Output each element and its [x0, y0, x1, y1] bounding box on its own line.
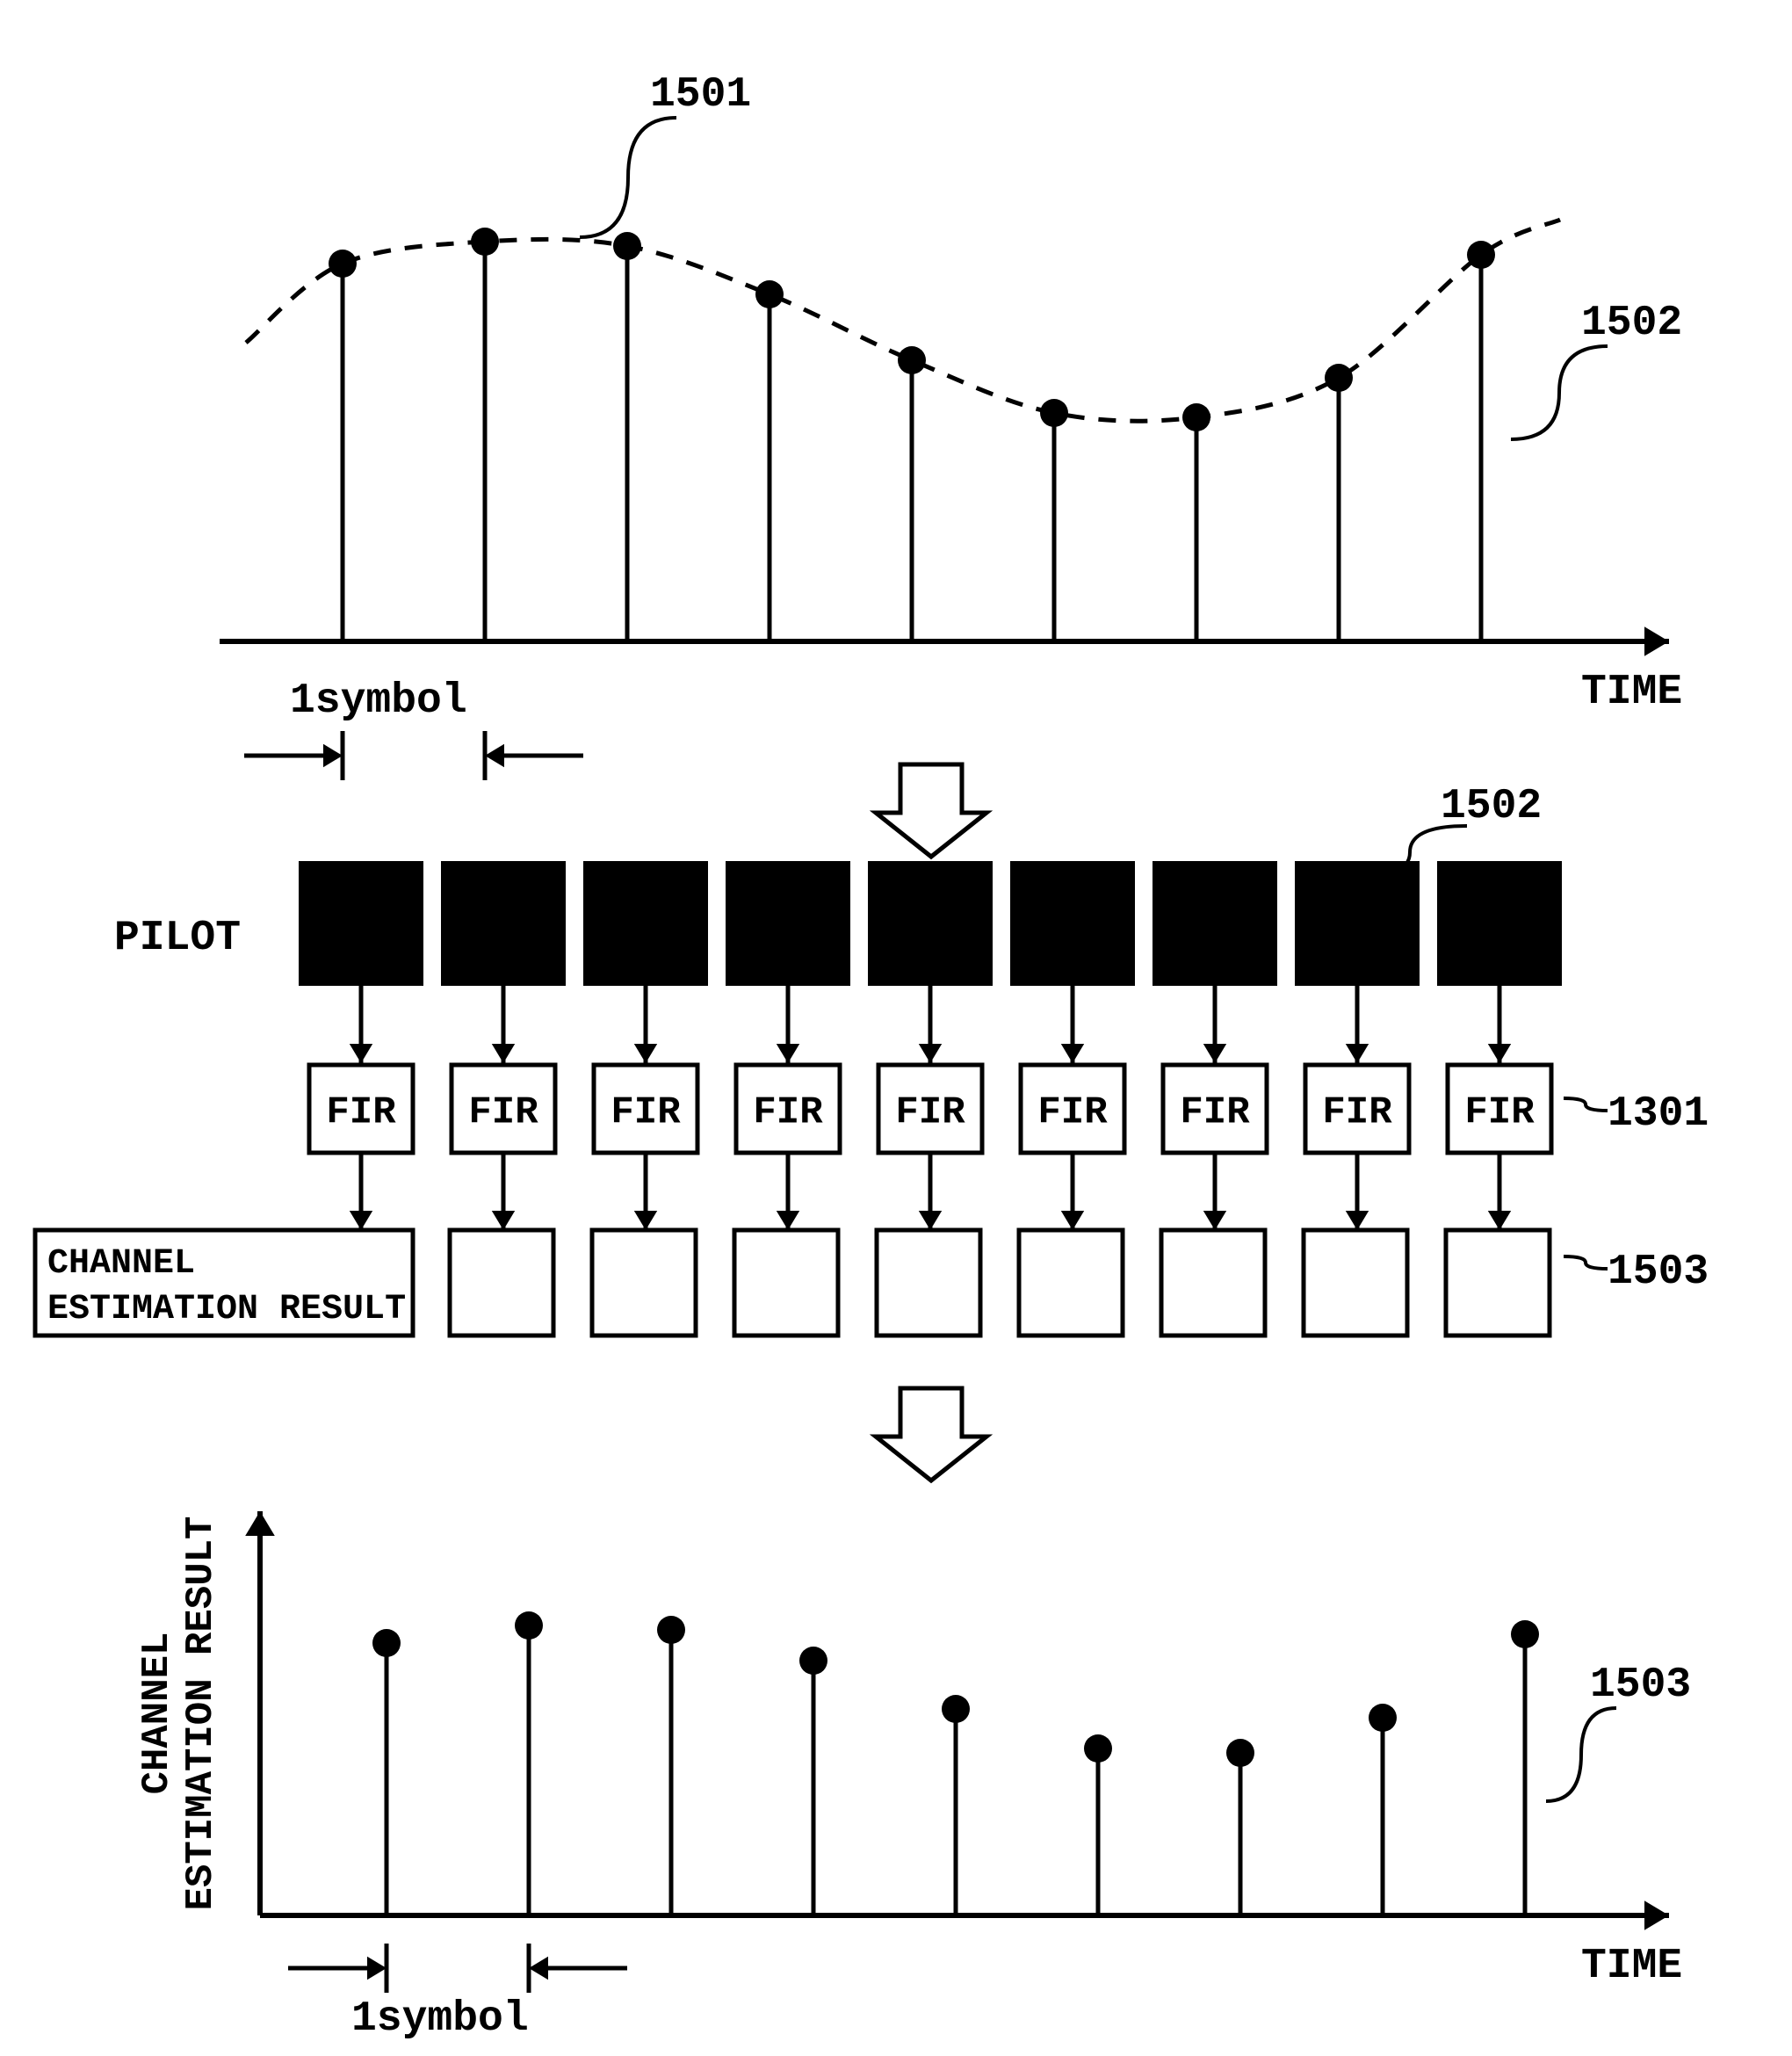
callout-1503-mid: 1503 — [1608, 1249, 1709, 1296]
symbol-width-label-top: 1symbol — [290, 677, 467, 725]
circle-element — [942, 1695, 970, 1723]
callout-1502-top: 1502 — [1581, 300, 1682, 347]
y-axis-label-line1: CHANNEL — [135, 1632, 179, 1795]
fir-box-label: FIR — [753, 1090, 823, 1134]
result-box — [1304, 1230, 1407, 1336]
diagram-svg: TIME 1501 1502 1symbol PILOT 1502 FIR FIR FIR FIR… — [0, 0, 1792, 2056]
pilot-box — [726, 861, 850, 986]
channel-estimation-result-line1: CHANNEL — [47, 1244, 195, 1284]
y-axis-label-line2: ESTIMATION RESULT — [179, 1517, 223, 1911]
fir-box-label: FIR — [1322, 1090, 1392, 1134]
circle-element — [1369, 1704, 1397, 1732]
fir-box-label: FIR — [1037, 1090, 1108, 1134]
callout-1502-pilot: 1502 — [1441, 783, 1542, 830]
fir-box-label: FIR — [326, 1090, 396, 1134]
pilot-box — [583, 861, 708, 986]
callout-1301: 1301 — [1608, 1090, 1709, 1138]
circle-element — [372, 1629, 401, 1657]
fir-box-label: FIR — [611, 1090, 681, 1134]
circle-element — [515, 1611, 543, 1640]
channel-estimation-result-line2: ESTIMATION RESULT — [47, 1290, 406, 1329]
fir-box-label: FIR — [1180, 1090, 1250, 1134]
pilot-box — [868, 861, 993, 986]
circle-element — [1226, 1739, 1254, 1767]
pilot-box — [1010, 861, 1135, 986]
pilot-box — [1153, 861, 1277, 986]
fir-box-label: FIR — [1464, 1090, 1535, 1134]
pilot-box — [441, 861, 566, 986]
result-box — [1161, 1230, 1265, 1336]
circle-element — [329, 250, 357, 278]
result-box — [734, 1230, 838, 1336]
result-box — [450, 1230, 553, 1336]
callout-1503-bottom: 1503 — [1590, 1661, 1691, 1709]
axis-label-time-bottom: TIME — [1581, 1943, 1682, 1990]
circle-element — [898, 346, 926, 374]
circle-element — [1325, 364, 1353, 392]
result-box — [877, 1230, 980, 1336]
fir-box-label: FIR — [468, 1090, 538, 1134]
axis-label-time-top: TIME — [1581, 669, 1682, 716]
pilot-label: PILOT — [114, 915, 241, 962]
circle-element — [799, 1647, 827, 1675]
pilot-box — [1437, 861, 1562, 986]
callout-1501: 1501 — [650, 71, 751, 119]
result-box — [1446, 1230, 1550, 1336]
pilot-box — [299, 861, 423, 986]
symbol-width-label-bottom: 1symbol — [351, 1995, 529, 2043]
result-box — [1019, 1230, 1123, 1336]
circle-element — [1084, 1734, 1112, 1763]
circle-element — [1511, 1620, 1539, 1648]
circle-element — [755, 280, 784, 308]
diagram-root: TIME 1501 1502 1symbol PILOT 1502 FIR FIR FIR FIR… — [0, 0, 1792, 2056]
circle-element — [657, 1616, 685, 1644]
fir-box-label: FIR — [895, 1090, 965, 1134]
result-box — [592, 1230, 696, 1336]
